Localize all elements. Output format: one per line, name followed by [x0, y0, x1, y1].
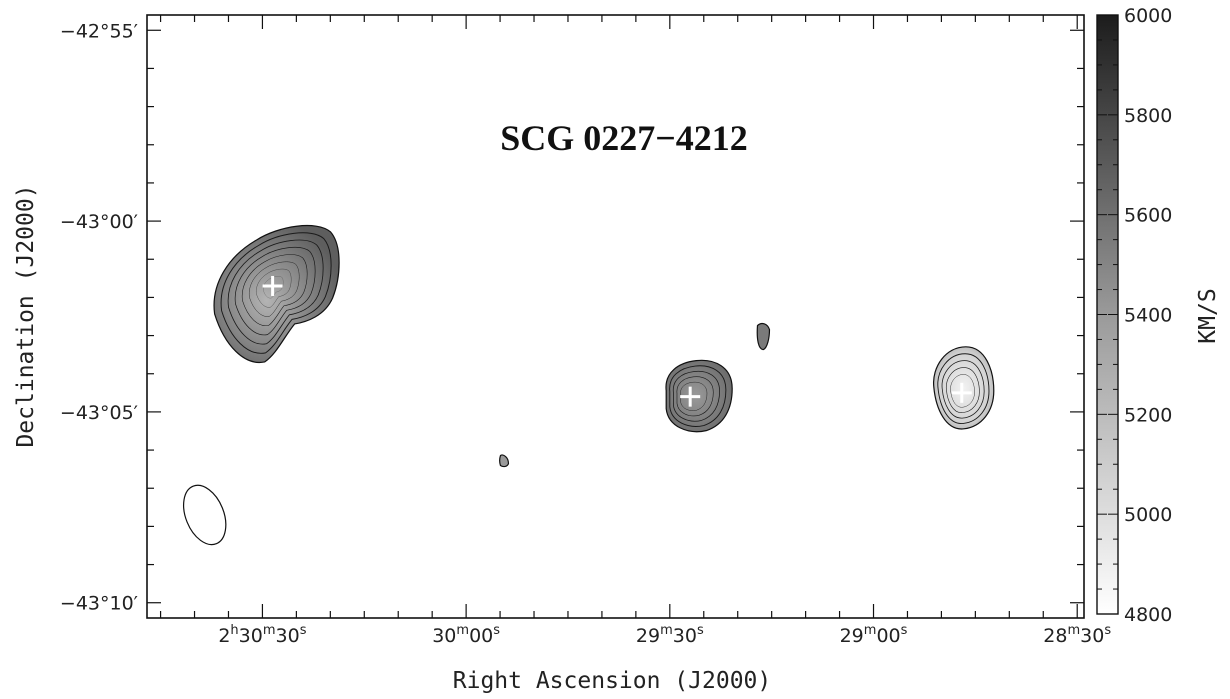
contour-line	[946, 367, 980, 413]
colorbar-tick-label: 5200	[1124, 404, 1172, 426]
y-tick-label: −43°05′	[60, 402, 138, 424]
colorbar-tick-label: 6000	[1124, 5, 1172, 27]
beam-ellipse	[183, 484, 227, 546]
source-region	[499, 454, 510, 468]
x-axis-title: Right Ascension (J2000)	[453, 668, 772, 694]
contour-line	[672, 370, 720, 422]
x-tick-label: 29m​00s​	[840, 623, 908, 647]
colorbar-tick-label: 5800	[1124, 105, 1172, 127]
plot-frame	[146, 14, 1085, 619]
x-tick-label: 2h​30m​30s​	[218, 623, 306, 647]
chart-title: SCG 0227−4212	[500, 118, 748, 158]
y-tick-label: −43°10′	[60, 593, 138, 615]
colorbar: 4800 5000 5200 5400 5600 5800 6000 KM/S	[1096, 5, 1221, 626]
contour-line	[241, 254, 308, 326]
y-tick-label: −43°00′	[60, 211, 138, 233]
contour-line	[676, 376, 714, 417]
contour-line	[227, 239, 324, 345]
contour-line	[950, 374, 975, 408]
y-axis-title: Declination (J2000)	[13, 184, 39, 447]
x-tick-label: 29m​30s​	[636, 623, 704, 647]
contour-line	[220, 232, 332, 354]
colorbar-ticks: 4800 5000 5200 5400 5600 5800 6000	[1097, 5, 1172, 626]
colorbar-tick-label: 5400	[1124, 305, 1172, 327]
source-blob	[756, 322, 771, 351]
x-tick-label: 28m​30s​	[1043, 623, 1111, 647]
main-title: SCG 0227−4212	[500, 118, 748, 158]
colorbar-title: KM/S	[1195, 288, 1221, 343]
colorbar-tick-label: 5600	[1124, 205, 1172, 227]
source-blob	[933, 346, 995, 430]
y-tick-label: −42°55′	[60, 20, 138, 42]
source-blob	[665, 359, 733, 433]
contour-line	[937, 353, 990, 424]
x-tick-label: 30m​00s​	[432, 623, 500, 647]
colorbar-tick-label: 4800	[1124, 604, 1172, 626]
source-blob	[499, 454, 510, 468]
y-axis: −42°55′ −43°00′ −43°05′ −43°10′	[60, 20, 1084, 615]
source-region	[933, 346, 995, 430]
contour-line	[256, 268, 292, 308]
contour-line	[248, 261, 300, 317]
x-axis: 2h​30m​30s​ 30m​00s​ 29m​30s​ 29m​00s​ 28m​3…	[159, 15, 1111, 647]
contour-line	[234, 246, 316, 336]
contour-line	[669, 365, 727, 427]
source-region	[756, 322, 771, 351]
source-blob	[213, 224, 340, 364]
contour-line	[941, 360, 985, 419]
source-region	[213, 224, 340, 364]
sources-layer	[213, 224, 995, 468]
contour-line	[680, 381, 708, 411]
contour-line	[263, 276, 284, 299]
colorbar-tick-label: 5000	[1124, 504, 1172, 526]
